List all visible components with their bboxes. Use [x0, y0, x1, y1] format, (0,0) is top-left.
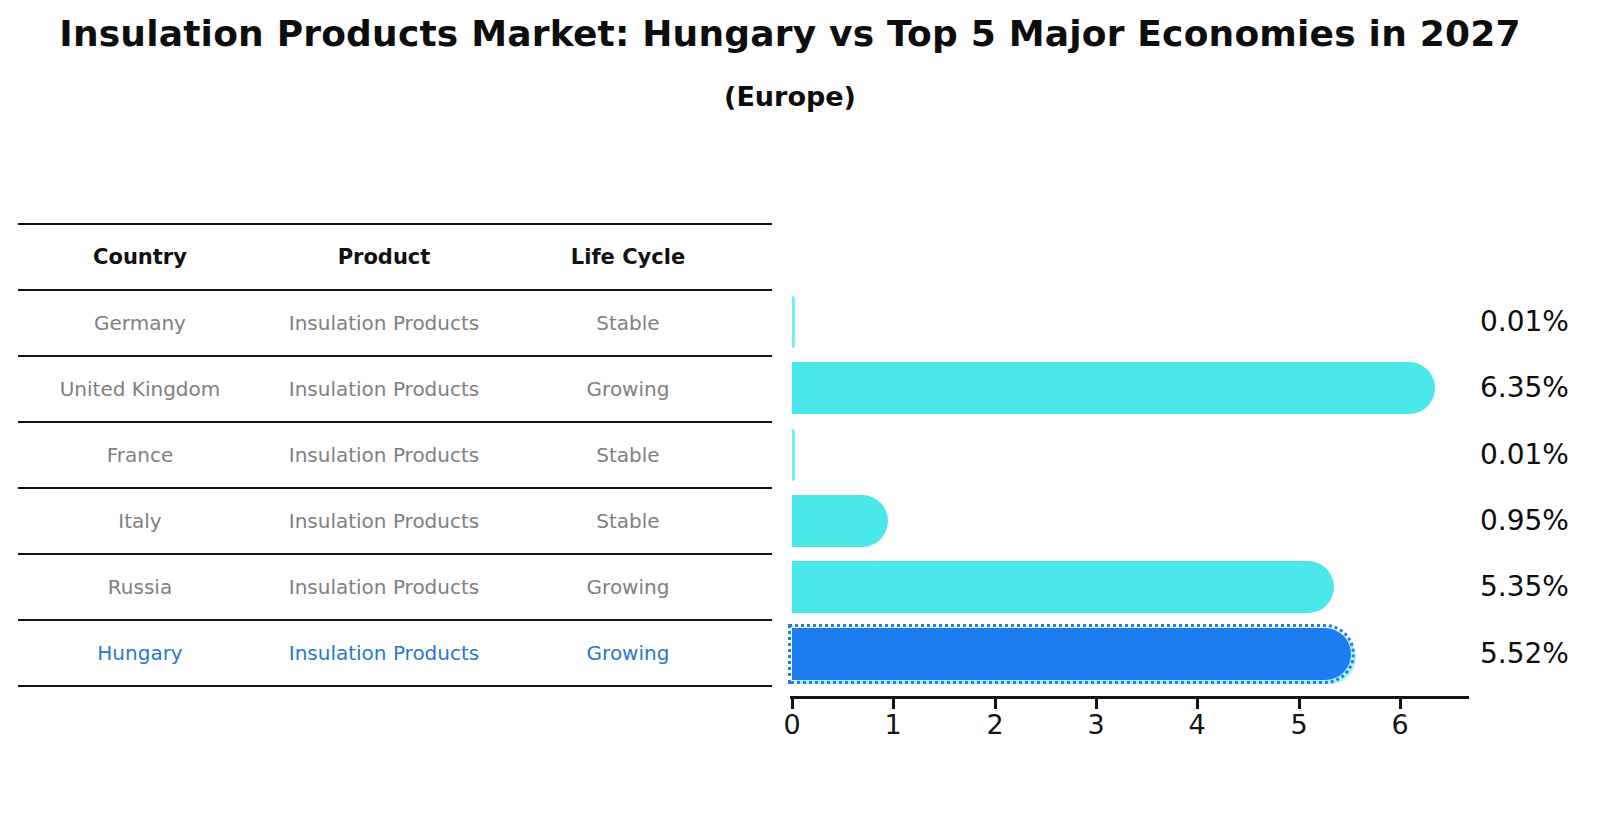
- value-label-france: 0.01%: [1480, 436, 1569, 474]
- tick-label: 1: [873, 709, 913, 740]
- tick-label: 5: [1279, 709, 1319, 740]
- tick-mark: [1095, 699, 1098, 709]
- bar-russia: [792, 561, 1334, 613]
- tick-label: 0: [772, 709, 812, 740]
- bar-hungary: [792, 628, 1351, 680]
- tick-mark: [1196, 699, 1199, 709]
- bar-chart-plot: 0.01% 6.35% 0.01% 0.95% 5.35% 5.52% 0 1 …: [0, 0, 1608, 823]
- tick-label: 3: [1076, 709, 1116, 740]
- value-label-russia: 5.35%: [1480, 568, 1569, 606]
- tick-label: 2: [975, 709, 1015, 740]
- tick-label: 4: [1177, 709, 1217, 740]
- bar-italy: [792, 495, 888, 547]
- tick-mark: [1399, 699, 1402, 709]
- value-label-italy: 0.95%: [1480, 502, 1569, 540]
- tick-mark: [994, 699, 997, 709]
- bar-united-kingdom: [792, 362, 1435, 414]
- value-label-united-kingdom: 6.35%: [1480, 369, 1569, 407]
- value-label-germany: 0.01%: [1480, 303, 1569, 341]
- chart-canvas: Insulation Products Market: Hungary vs T…: [0, 0, 1608, 823]
- tick-mark: [892, 699, 895, 709]
- tick-mark: [791, 699, 794, 709]
- bar-france: [792, 429, 795, 481]
- bar-germany: [792, 296, 795, 348]
- tick-label: 6: [1380, 709, 1420, 740]
- tick-mark: [1298, 699, 1301, 709]
- value-label-hungary: 5.52%: [1480, 635, 1569, 673]
